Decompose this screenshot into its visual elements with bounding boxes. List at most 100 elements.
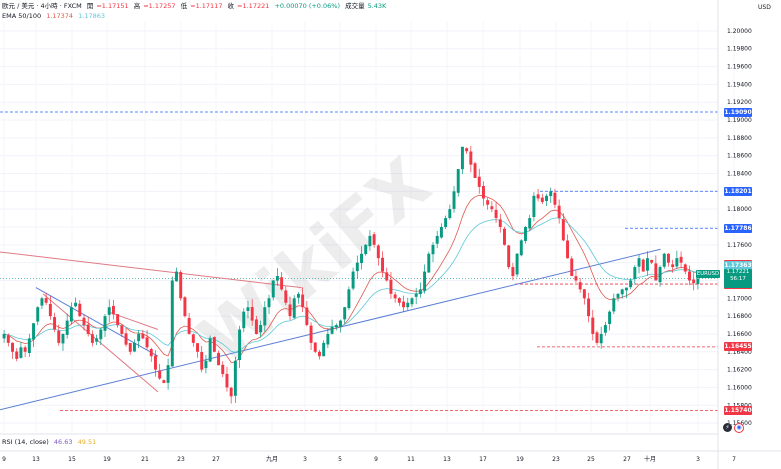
candle-body: [524, 227, 527, 241]
candle-body: [486, 200, 490, 205]
x-tick-label: 九月: [266, 455, 278, 463]
candle-body: [200, 351, 204, 370]
candle-body: [48, 303, 52, 317]
candle-body: [624, 287, 628, 291]
candle: [238, 325, 242, 368]
ema-lines: [3, 194, 698, 363]
candle-body: [313, 342, 317, 352]
candle: [124, 327, 128, 347]
candle-body: [292, 298, 296, 318]
candle-body: [233, 360, 237, 396]
candle-body: [595, 332, 599, 343]
candle-body: [162, 380, 166, 383]
candle: [275, 268, 279, 286]
x-tick-label: 23: [177, 456, 185, 463]
trendline: [107, 311, 159, 330]
candle-body: [179, 272, 183, 299]
low-label: 低: [180, 2, 188, 10]
candle: [427, 251, 431, 273]
candle: [225, 366, 229, 392]
candle: [208, 335, 212, 363]
current-price-tag: 1.17221 56:17: [724, 269, 752, 288]
candle: [658, 265, 662, 287]
candle: [515, 253, 519, 278]
candle-body: [515, 253, 519, 275]
x-tick-label: 3: [303, 456, 307, 463]
candle: [90, 330, 94, 347]
candle: [179, 270, 183, 301]
candle: [671, 259, 675, 273]
candle-body: [74, 302, 78, 307]
candle-body: [175, 271, 178, 282]
symbol-name[interactable]: 欧元 / 美元 · 4小時 · FXCM: [2, 2, 82, 10]
candle-body: [503, 228, 506, 245]
candle: [494, 202, 498, 223]
candle: [11, 342, 14, 359]
candle: [57, 324, 61, 346]
candle-body: [330, 326, 334, 334]
candle-body: [641, 259, 645, 272]
candle-body: [608, 311, 612, 325]
candle-body: [553, 192, 557, 205]
candle-body: [688, 271, 691, 281]
current-price: 1.17221: [726, 269, 750, 275]
candle-body: [389, 279, 393, 294]
candle: [309, 322, 313, 351]
candle-body: [221, 364, 225, 375]
candle-body: [57, 330, 61, 343]
lightning-icon[interactable]: ⚡: [723, 423, 732, 432]
x-tick-label: 27: [212, 456, 220, 463]
candle: [414, 287, 418, 305]
symbol-header: 欧元 / 美元 · 4小時 · FXCM 開 =1.17151 高 =1.17257…: [2, 2, 389, 11]
candle: [229, 386, 233, 404]
candle: [267, 294, 271, 315]
rsi-legend[interactable]: RSI (14, close) 46.63 49.51: [2, 438, 99, 447]
candle: [132, 339, 136, 353]
candle-body: [15, 351, 19, 359]
candle-body: [603, 325, 607, 333]
candle-body: [69, 307, 73, 322]
candle-body: [78, 303, 82, 317]
candle: [473, 161, 477, 179]
candle: [460, 146, 464, 175]
candle-body: [692, 279, 696, 284]
candle-body: [116, 314, 120, 326]
candle-body: [305, 307, 309, 326]
candle: [250, 299, 254, 326]
candle-body: [574, 276, 578, 281]
candle: [498, 213, 502, 233]
x-tick-label: 27: [623, 456, 631, 463]
candle: [641, 258, 645, 272]
candle: [410, 297, 414, 308]
x-tick-label: 13: [443, 456, 451, 463]
x-tick-label: 9: [2, 456, 6, 463]
candle-body: [435, 235, 439, 244]
candle-body: [40, 298, 44, 306]
candle: [402, 295, 406, 312]
candle-body: [528, 218, 532, 229]
candle-body: [238, 329, 242, 361]
candle: [183, 296, 187, 318]
y-tick-label: 1.16800: [727, 313, 752, 320]
candle: [187, 312, 191, 335]
candle-body: [23, 347, 27, 352]
candle: [481, 181, 485, 206]
candle: [19, 342, 23, 359]
y-tick-label: 1.16200: [727, 367, 752, 374]
candle: [2, 330, 6, 343]
candle-body: [675, 258, 679, 267]
candle-body: [469, 151, 473, 165]
close-value: =1.17221: [237, 2, 270, 10]
candle-body: [82, 317, 86, 326]
candle-body: [95, 338, 99, 342]
us-flag-icon[interactable]: ◉: [734, 423, 744, 433]
ema-legend[interactable]: EMA 50/100 1.17374 1.17863: [2, 12, 108, 21]
candle: [435, 230, 439, 249]
price-tag: 1.19090: [724, 107, 752, 117]
candle-body: [570, 258, 574, 277]
y-tick-label: 1.18000: [727, 206, 752, 213]
y-tick-label: 1.17000: [727, 295, 752, 302]
candle-body: [519, 240, 523, 256]
